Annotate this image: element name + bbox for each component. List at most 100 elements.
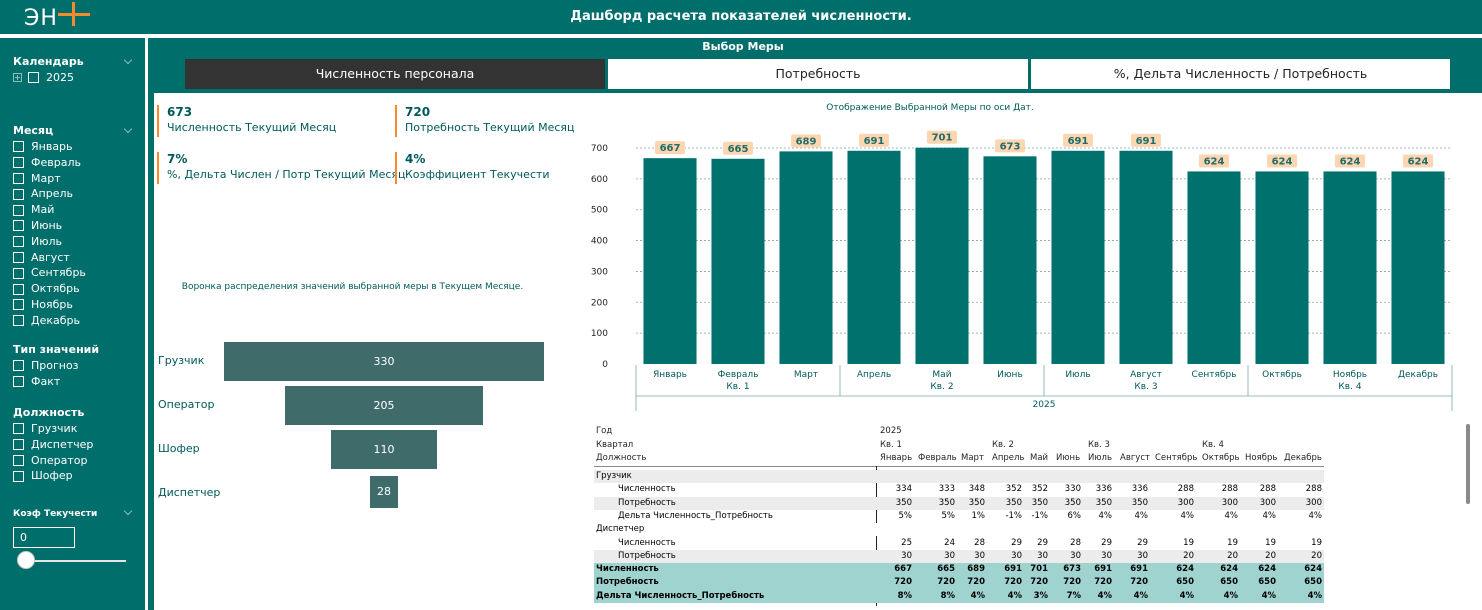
checkbox[interactable] [13, 188, 24, 200]
bar[interactable] [847, 150, 901, 364]
month-label: Январь [31, 140, 73, 153]
measure-button-delta[interactable]: %, Дельта Численность / Потребность [1031, 59, 1450, 89]
bar[interactable] [711, 158, 765, 364]
month-item[interactable]: Июнь [13, 218, 135, 234]
bar[interactable] [1187, 171, 1241, 364]
month-item[interactable]: Апрель [13, 186, 135, 202]
bar[interactable] [1323, 171, 1377, 364]
bar[interactable] [1051, 150, 1105, 364]
table-cell: -1% [1005, 510, 1022, 521]
position-item[interactable]: Диспетчер [13, 437, 135, 453]
x-tick-label: Август [1130, 370, 1162, 380]
position-item[interactable]: Оператор [13, 453, 135, 469]
measure-button-headcount[interactable]: Численность персонала [185, 59, 605, 89]
funnel-bar[interactable]: 28 [370, 476, 398, 508]
chevron-down-icon[interactable] [123, 506, 133, 516]
table-cell: 30 [974, 550, 985, 561]
checkbox[interactable] [13, 360, 24, 372]
checkbox[interactable] [13, 439, 24, 451]
table-row-label: Дельта Численность_Потребность [618, 510, 773, 521]
x-tick-label: Июль [1065, 370, 1090, 380]
checkbox[interactable] [13, 299, 24, 311]
checkbox[interactable] [13, 454, 24, 466]
calendar-year-item[interactable]: 2025 [13, 70, 135, 86]
table-row[interactable]: Потребность 30 30 30 30 30 30 30 30 20 20 20 20 [594, 549, 1324, 564]
table-row[interactable]: Потребность 350 350 350 350 350 350 350 350 300 30… [594, 496, 1324, 510]
bar[interactable] [983, 156, 1037, 364]
table-cell: 5% [898, 510, 913, 521]
bar[interactable] [1391, 171, 1445, 364]
checkbox[interactable] [13, 423, 24, 435]
month-item[interactable]: Сентябрь [13, 265, 135, 281]
table-cell: 30 [1037, 550, 1048, 561]
checkbox[interactable] [13, 251, 24, 263]
table-cell: 330 [1064, 484, 1081, 495]
month-item[interactable]: Октябрь [13, 281, 135, 297]
y-tick-label: 300 [591, 267, 608, 277]
x-tick-label: Апрель [857, 370, 891, 380]
measure-button-demand[interactable]: Потребность [608, 59, 1028, 89]
checkbox[interactable] [28, 72, 39, 84]
position-item[interactable]: Грузчик [13, 421, 135, 437]
data-label: 624 [1204, 156, 1225, 167]
table-row[interactable]: Численность 667 665 689 691 701 673 691 691 624 62… [594, 563, 1324, 577]
table-cell: 300 [1221, 497, 1238, 508]
table-cell: 300 [1259, 497, 1276, 508]
checkbox[interactable] [13, 376, 24, 388]
bar[interactable] [643, 158, 697, 364]
koef-slider-track[interactable] [18, 560, 126, 562]
position-item[interactable]: Шофер [13, 468, 135, 484]
value-type-filter: Тип значений Прогноз Факт [13, 342, 135, 390]
checkbox[interactable] [13, 236, 24, 248]
koef-slider-thumb[interactable] [17, 551, 35, 569]
table-header-month: Январь [880, 453, 913, 463]
table-row[interactable]: Дельта Численность_Потребность 5% 5% 1% -1% -… [594, 510, 1324, 523]
value-type-item[interactable]: Прогноз [13, 358, 135, 374]
checkbox[interactable] [13, 141, 24, 153]
table-cell: 288 [1221, 484, 1238, 495]
month-item[interactable]: Январь [13, 139, 135, 155]
checkbox[interactable] [13, 204, 24, 216]
expand-icon[interactable] [13, 73, 22, 83]
table-scrollbar[interactable] [1466, 424, 1470, 504]
table-row[interactable]: Потребность 720 720 720 720 720 720 720 720 650 65… [594, 576, 1324, 590]
month-item[interactable]: Март [13, 171, 135, 187]
checkbox[interactable] [13, 157, 24, 169]
table-cell: 334 [895, 484, 912, 495]
month-item[interactable]: Август [13, 250, 135, 266]
table-row[interactable]: Диспетчер [594, 523, 1324, 537]
chevron-down-icon[interactable] [123, 124, 133, 134]
checkbox[interactable] [13, 470, 24, 482]
checkbox[interactable] [13, 172, 24, 184]
table-row[interactable]: Дельта Численность_Потребность 8% 8% 4% 4% 3%… [594, 589, 1324, 603]
month-item[interactable]: Ноябрь [13, 297, 135, 313]
bar[interactable] [1119, 150, 1173, 364]
data-label-bg [1063, 133, 1093, 147]
checkbox[interactable] [13, 315, 24, 327]
checkbox[interactable] [13, 283, 24, 295]
table-row[interactable]: Грузчик [594, 470, 1324, 484]
table-cell: 4% [1180, 510, 1195, 521]
funnel-bar[interactable]: 110 [330, 430, 438, 469]
checkbox[interactable] [13, 220, 24, 232]
month-item[interactable]: Июль [13, 234, 135, 250]
koef-input[interactable]: 0 [13, 527, 75, 548]
table-header-month: Октябрь [1202, 453, 1240, 463]
funnel-bar[interactable]: 205 [284, 386, 484, 425]
table-row[interactable]: Численность 334 333 348 352 352 330 336 336 288 28… [594, 483, 1324, 496]
table-cell: 350 [895, 497, 912, 508]
table-cell: 4% [1007, 590, 1022, 601]
month-item[interactable]: Февраль [13, 155, 135, 171]
month-item[interactable]: Декабрь [13, 313, 135, 329]
checkbox[interactable] [13, 267, 24, 279]
table-row[interactable]: Численность 25 24 28 29 29 28 29 29 19 19 19 19 [594, 537, 1324, 550]
bar[interactable] [779, 151, 833, 364]
value-type-item[interactable]: Факт [13, 374, 135, 390]
funnel-bar[interactable]: 330 [224, 342, 544, 381]
bar[interactable] [1255, 171, 1309, 364]
chevron-down-icon[interactable] [123, 55, 133, 65]
data-label-bg [1199, 154, 1229, 168]
bar[interactable] [915, 147, 969, 364]
table-cell: 624 [1304, 564, 1322, 575]
month-item[interactable]: Май [13, 202, 135, 218]
